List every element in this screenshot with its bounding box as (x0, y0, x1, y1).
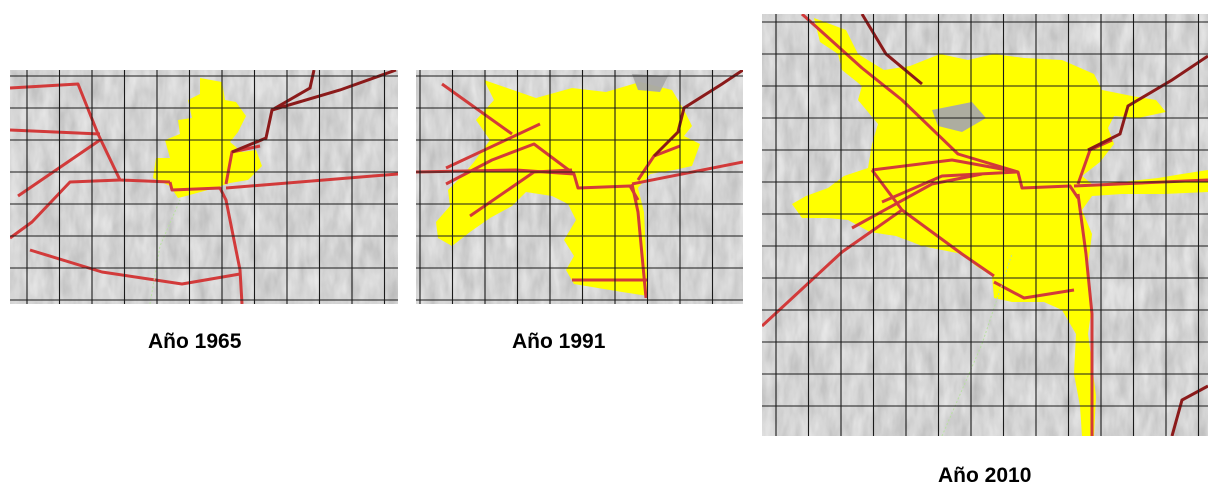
map-1991 (416, 70, 743, 304)
map-caption-2010: Año 2010 (938, 464, 1032, 487)
map-2010-canvas (762, 14, 1208, 436)
road-network (416, 82, 743, 299)
grid (10, 70, 398, 304)
road-network (762, 14, 1208, 436)
terrain-gap (932, 102, 986, 132)
grid (762, 14, 1208, 436)
map-caption-1965: Año 1965 (148, 330, 242, 353)
map-1965 (10, 70, 398, 304)
map-1965-canvas (10, 70, 398, 304)
terrain-gap (632, 74, 668, 92)
urban-area (792, 18, 1208, 436)
map-1991-canvas (416, 70, 743, 304)
map-caption-1991: Año 1991 (512, 330, 606, 353)
urban-area (436, 80, 700, 296)
trail (941, 253, 1013, 436)
map-2010 (762, 14, 1208, 436)
grid (416, 70, 743, 304)
trail (149, 199, 181, 304)
